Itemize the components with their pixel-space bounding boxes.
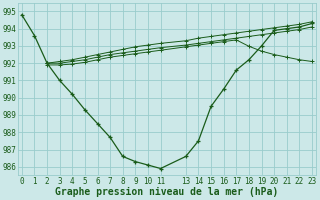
X-axis label: Graphe pression niveau de la mer (hPa): Graphe pression niveau de la mer (hPa) <box>55 187 278 197</box>
